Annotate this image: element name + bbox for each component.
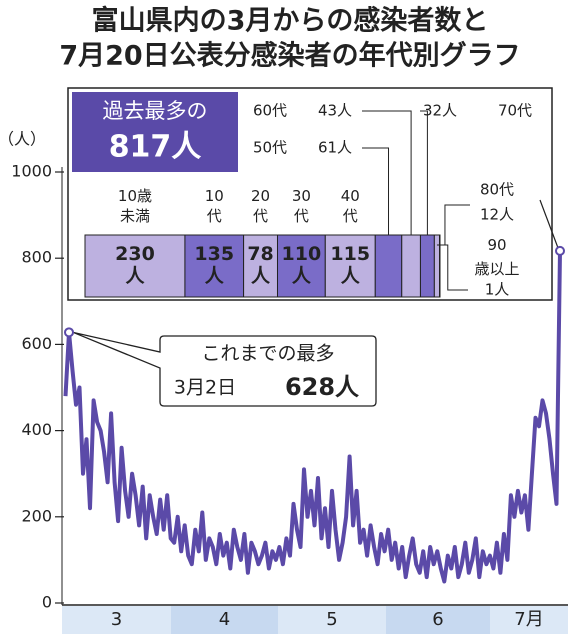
leader — [362, 110, 412, 235]
y-tick-label: 1000 — [11, 162, 52, 181]
month-band — [278, 606, 386, 634]
chart-title: 富山県内の3月からの感染者数と — [92, 5, 489, 37]
y-tick-label: 600 — [21, 334, 52, 353]
age-segment — [276, 234, 326, 298]
segment-label: 135 人 — [194, 243, 234, 287]
chart-title: 7月20日公表分感染者の年代別グラフ — [59, 40, 520, 72]
y-tick-label: 800 — [21, 248, 52, 267]
y-tick-label: 400 — [21, 420, 52, 439]
x-tick-label: 3 — [111, 609, 122, 630]
record-point — [555, 245, 565, 256]
record-box — [72, 92, 238, 172]
month-band — [490, 606, 568, 634]
segment-category: 90 歳以上 — [474, 236, 519, 278]
peak-point — [64, 327, 75, 338]
x-tick-label: 5 — [326, 609, 337, 630]
annotation: 3月2日 — [174, 377, 236, 399]
segment-label: 110 人 — [282, 243, 322, 287]
segment-category: 30 代 — [292, 187, 311, 225]
age-segment — [419, 234, 435, 298]
record-value: 817人 — [109, 130, 202, 165]
callout-box — [72, 331, 377, 407]
data-line — [63, 250, 562, 584]
segment-category: 70代 — [498, 102, 532, 120]
month-band — [386, 606, 490, 634]
age-segment — [184, 234, 245, 298]
segment-label: 78 人 — [247, 243, 273, 287]
y-tick-label: 200 — [21, 506, 52, 525]
leader — [362, 147, 390, 235]
age-segment — [324, 234, 376, 298]
x-tick-label: 7月 — [514, 609, 543, 630]
leader — [439, 244, 468, 291]
segment-label: 115 人 — [330, 243, 370, 287]
age-segment — [433, 234, 441, 298]
segment-label: 1人 — [485, 281, 510, 299]
leader — [420, 110, 428, 235]
segment-category: 20 代 — [251, 187, 270, 225]
y-tick-label: 0 — [42, 593, 52, 612]
y-axis-label: （人） — [0, 130, 46, 149]
annotation: 628人 — [285, 373, 359, 401]
age-segment — [374, 234, 403, 298]
record-label: 過去最多の — [103, 99, 208, 123]
leader — [539, 199, 559, 249]
x-tick-label: 6 — [432, 609, 443, 630]
annotation: これまでの最多 — [201, 343, 334, 365]
segment-label: 12人 — [480, 206, 514, 224]
segment-label: 32人 — [423, 102, 457, 120]
age-segment — [401, 234, 421, 298]
segment-category: 40 代 — [341, 187, 360, 225]
segment-category: 50代 — [253, 139, 287, 157]
month-band — [171, 606, 278, 634]
segment-label: 61人 — [318, 139, 352, 157]
segment-category: 10 代 — [205, 187, 224, 225]
segment-category: 80代 — [480, 181, 514, 199]
segment-category: 60代 — [253, 102, 287, 120]
month-band — [62, 606, 171, 634]
age-segment — [84, 234, 186, 298]
segment-label: 43人 — [318, 102, 352, 120]
x-tick-label: 4 — [219, 609, 230, 630]
segment-category: 10歳未満 — [118, 187, 152, 225]
segment-label: 230 人 — [115, 243, 155, 287]
